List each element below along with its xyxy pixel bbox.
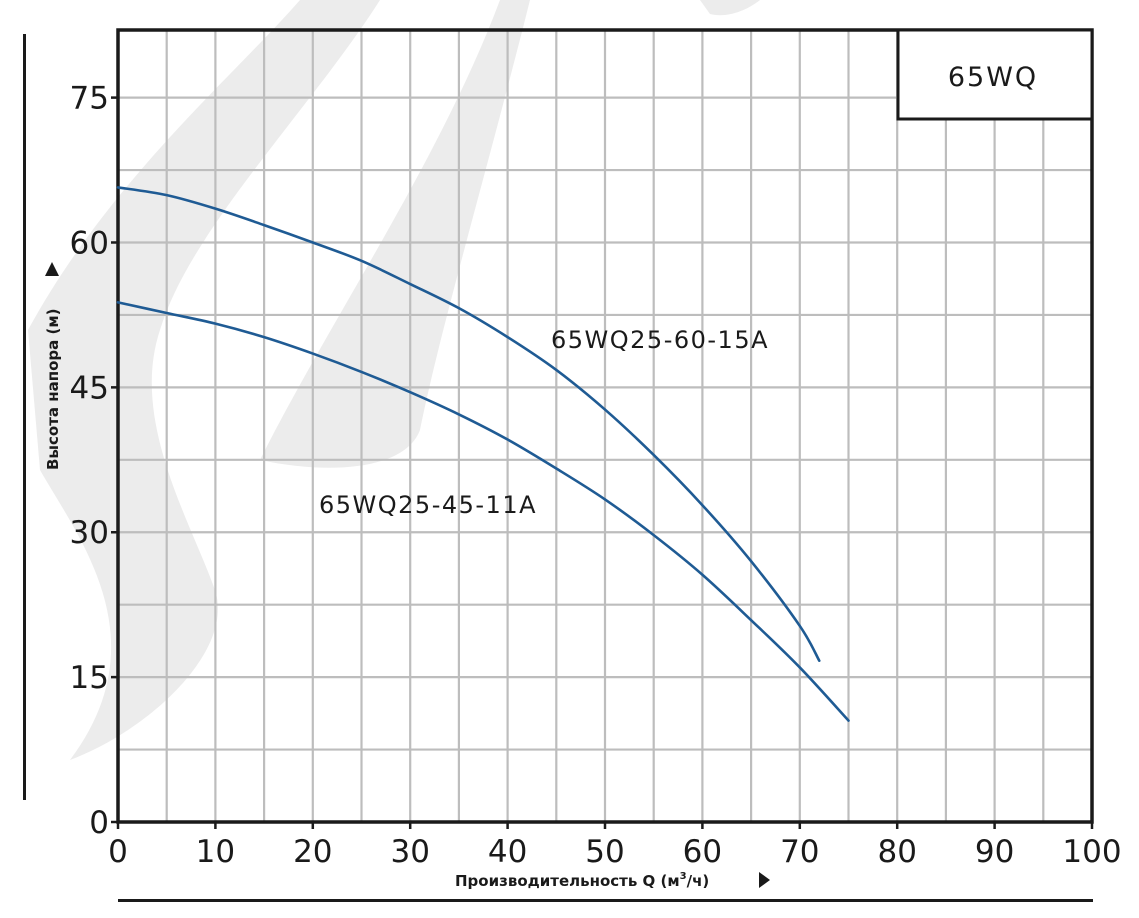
axis-ticks <box>111 96 1094 829</box>
left-rule <box>23 34 26 800</box>
x-tick-label: 20 <box>293 834 332 870</box>
x-tick-label: 50 <box>585 834 624 870</box>
y-axis-title: Высота напора (м) <box>44 309 62 470</box>
x-axis-title-suffix: /ч) <box>687 872 710 890</box>
x-tick-label: 40 <box>488 834 527 870</box>
y-tick-label: 30 <box>70 515 109 551</box>
watermark-swoosh-top <box>700 0 760 16</box>
x-tick-labels: 0 10 20 30 40 50 60 70 80 90 100 <box>108 834 1121 870</box>
y-axis-title-group: Высота напора (м) <box>44 262 62 470</box>
x-axis-title-group: Производительность Q (м3/ч) <box>455 871 770 890</box>
x-tick-label: 0 <box>108 834 128 870</box>
bottom-rule <box>118 899 1093 902</box>
y-axis-arrow-icon <box>45 262 59 276</box>
y-tick-label: 60 <box>70 225 109 261</box>
x-tick-label: 80 <box>877 834 916 870</box>
x-axis-arrow-icon <box>759 872 770 888</box>
x-axis-title: Производительность Q (м3/ч) <box>455 871 709 890</box>
grid-lines <box>118 30 1092 822</box>
model-title-box <box>896 28 1094 121</box>
watermark-swoosh-left <box>28 0 380 760</box>
x-tick-label: 70 <box>780 834 819 870</box>
model-title: 65WQ <box>948 62 1038 93</box>
x-tick-label: 90 <box>975 834 1014 870</box>
y-tick-labels: 0 15 30 45 60 75 <box>70 81 109 841</box>
series-line-1 <box>116 301 850 722</box>
x-tick-label: 60 <box>683 834 722 870</box>
watermark <box>28 0 760 760</box>
y-tick-label: 75 <box>70 81 109 117</box>
y-tick-label: 45 <box>70 370 109 406</box>
watermark-swoosh-right <box>260 0 530 468</box>
y-tick-label: 0 <box>89 805 109 841</box>
series-curves <box>116 186 850 722</box>
x-tick-label: 100 <box>1062 834 1121 870</box>
series-label-60-15a: 65WQ25-60-15A <box>551 326 769 354</box>
y-tick-label: 15 <box>70 660 109 696</box>
series-line-0 <box>116 186 821 662</box>
series-label-45-11a: 65WQ25-45-11A <box>319 491 537 519</box>
x-axis-title-sup: 3 <box>680 871 687 882</box>
x-axis-title-main: Производительность Q (м <box>455 872 680 890</box>
x-tick-label: 30 <box>390 834 429 870</box>
x-tick-label: 10 <box>196 834 235 870</box>
